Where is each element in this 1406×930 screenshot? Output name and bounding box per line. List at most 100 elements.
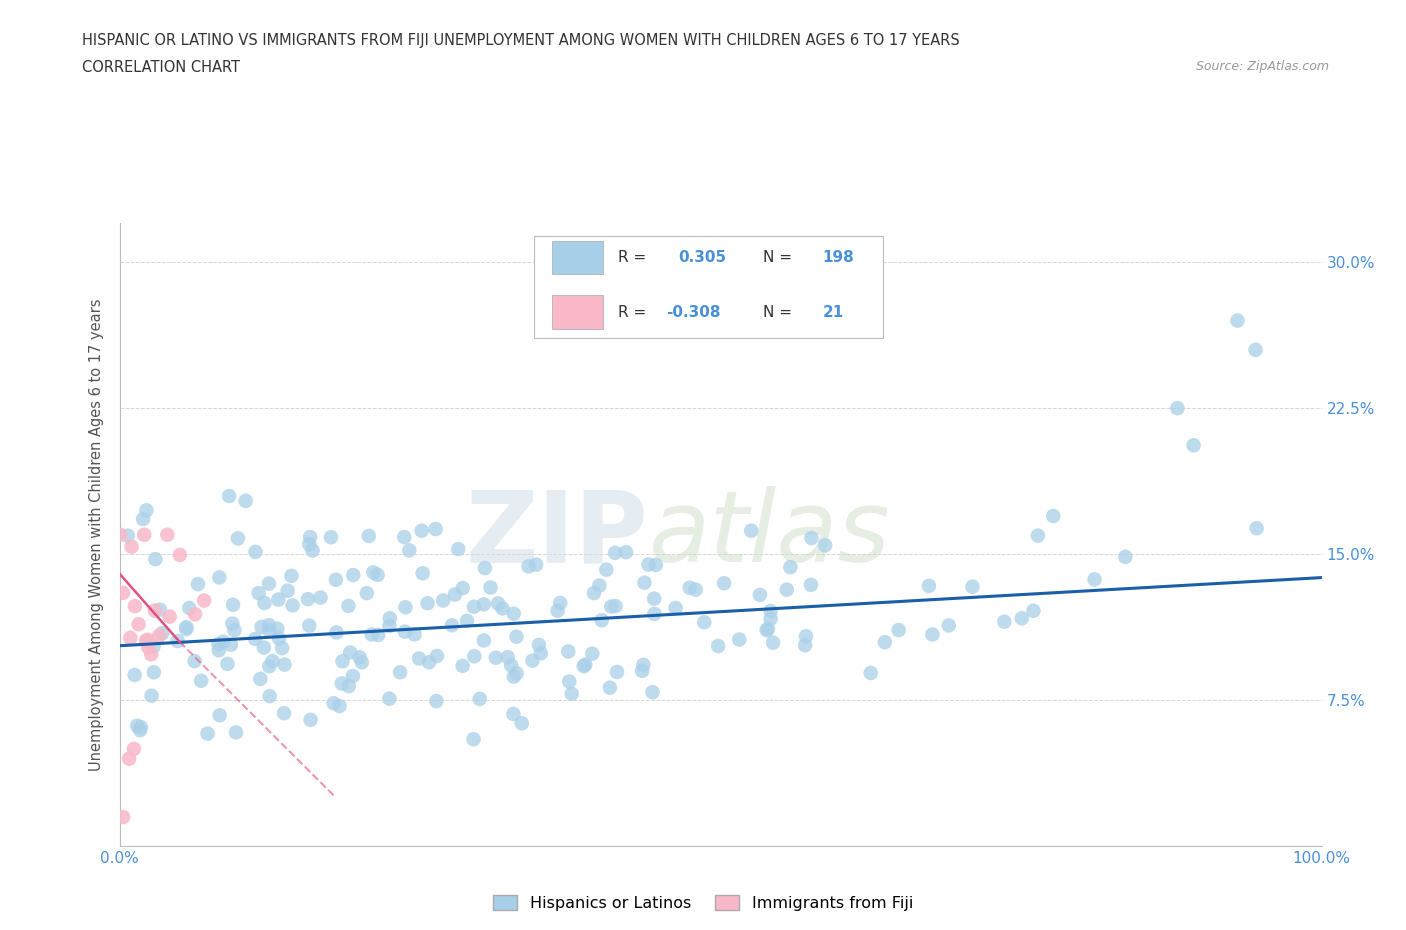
Point (561, 686, 583, 701)
Point (259, 689, 281, 704)
Point (645, 557, 668, 572)
Point (141, 647, 163, 662)
Point (993, 614, 1015, 629)
Point (187, 577, 209, 591)
Point (159, 609, 181, 624)
Point (499, 658, 522, 672)
Point (486, 596, 509, 611)
Point (150, 626, 173, 641)
Point (280, 568, 302, 583)
Point (664, 601, 686, 616)
Point (350, 655, 373, 670)
Point (444, 587, 467, 602)
FancyBboxPatch shape (553, 296, 603, 329)
Point (1022, 604, 1045, 618)
Point (183, 654, 205, 669)
Point (463, 649, 485, 664)
Point (762, 635, 785, 650)
Point (479, 580, 502, 595)
Point (277, 583, 299, 598)
Point (1042, 509, 1064, 524)
Point (266, 621, 288, 636)
Point (143, 604, 166, 618)
Point (117, 528, 139, 543)
Point (522, 653, 544, 668)
Point (273, 706, 295, 721)
Point (496, 650, 519, 665)
Point (474, 561, 496, 576)
Point (135, 503, 157, 518)
Point (463, 732, 485, 747)
Point (631, 663, 654, 678)
Point (145, 551, 167, 566)
Point (378, 611, 401, 626)
Point (179, 601, 201, 616)
Point (572, 658, 595, 673)
Point (633, 658, 655, 672)
Point (595, 563, 617, 578)
Point (118, 751, 141, 766)
Text: R =: R = (619, 250, 651, 265)
Point (208, 708, 231, 723)
Point (463, 599, 485, 614)
Point (451, 658, 474, 673)
Point (357, 528, 380, 543)
Point (247, 586, 270, 601)
Point (218, 488, 240, 503)
Point (800, 531, 823, 546)
Point (267, 592, 290, 607)
Point (408, 651, 430, 666)
Point (502, 606, 524, 621)
Point (814, 538, 837, 552)
Point (120, 631, 142, 645)
Point (794, 629, 817, 644)
Text: atlas: atlas (648, 486, 890, 583)
Point (432, 593, 454, 608)
Point (637, 557, 659, 572)
Point (235, 494, 257, 509)
Point (603, 545, 626, 560)
Point (273, 658, 295, 672)
Point (685, 582, 707, 597)
Text: ZIP: ZIP (465, 486, 648, 583)
Legend: Hispanics or Latinos, Immigrants from Fiji: Hispanics or Latinos, Immigrants from Fi… (486, 889, 920, 917)
Point (776, 582, 799, 597)
Point (360, 627, 382, 642)
Point (156, 527, 179, 542)
Point (1114, 550, 1136, 565)
Point (505, 630, 527, 644)
Point (1226, 313, 1249, 328)
Point (418, 655, 440, 670)
Point (425, 694, 447, 709)
Point (398, 543, 420, 558)
Point (141, 688, 163, 703)
Point (859, 666, 882, 681)
Point (633, 576, 655, 591)
Point (169, 548, 191, 563)
Point (1166, 401, 1188, 416)
Point (257, 658, 280, 673)
Point (426, 648, 449, 663)
Point (330, 676, 353, 691)
Point (111, 585, 134, 600)
Point (259, 623, 281, 638)
Point (176, 619, 198, 634)
Point (342, 669, 364, 684)
Point (800, 578, 823, 592)
Point (174, 622, 197, 637)
Point (679, 580, 702, 595)
Point (322, 696, 344, 711)
Point (394, 624, 416, 639)
Point (184, 607, 207, 622)
Point (378, 691, 401, 706)
Point (600, 599, 623, 614)
Point (728, 632, 751, 647)
Point (339, 645, 361, 660)
Text: 21: 21 (823, 305, 844, 320)
Point (337, 679, 360, 694)
Point (132, 512, 155, 526)
Point (505, 666, 527, 681)
Point (502, 707, 524, 722)
Point (887, 622, 910, 637)
Point (225, 725, 247, 740)
